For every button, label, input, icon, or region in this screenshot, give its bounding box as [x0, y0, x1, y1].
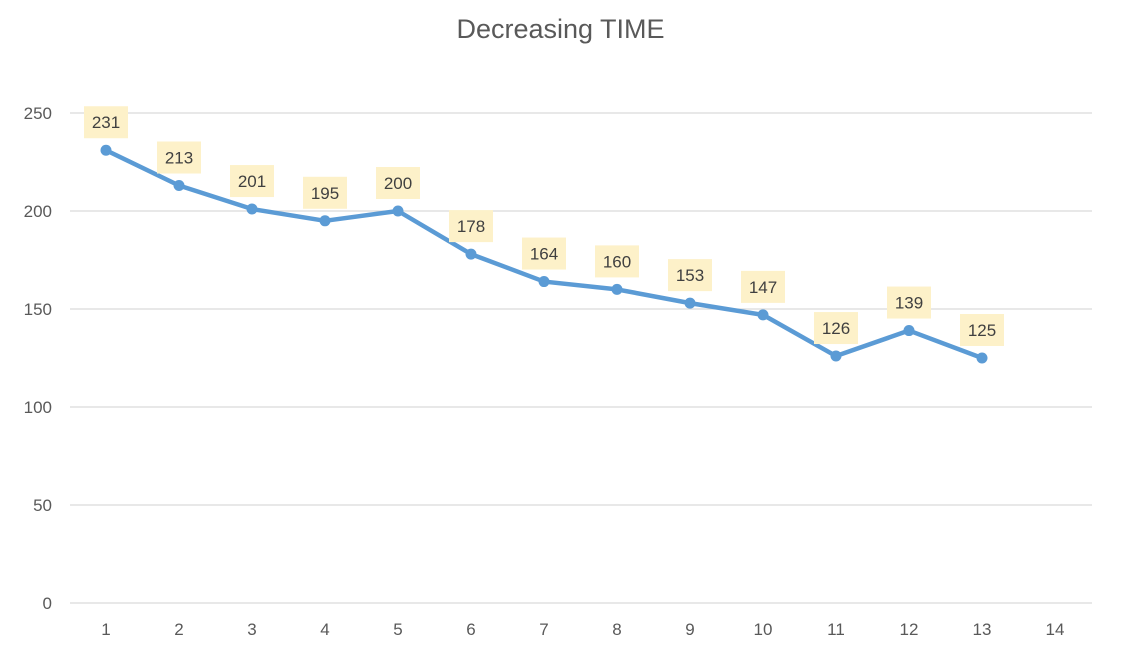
- y-tick-label: 50: [33, 496, 52, 515]
- data-label-box: [887, 286, 931, 319]
- data-point: [319, 215, 331, 227]
- data-label-box: [522, 237, 566, 270]
- data-point: [830, 350, 842, 362]
- data-point: [611, 283, 623, 295]
- data-label: 139: [895, 294, 923, 313]
- data-point: [903, 325, 915, 337]
- x-tick-label: 14: [1046, 620, 1065, 639]
- data-label-box: [814, 312, 858, 345]
- data-label-box: [376, 167, 420, 199]
- x-tick-label: 6: [466, 620, 475, 639]
- y-tick-label: 250: [24, 104, 52, 123]
- data-point: [392, 205, 404, 217]
- x-tick-label: 8: [612, 620, 621, 639]
- y-tick-label: 150: [24, 300, 52, 319]
- data-label: 147: [749, 278, 777, 297]
- data-label: 195: [311, 184, 339, 203]
- data-point: [684, 297, 696, 309]
- data-point: [757, 309, 769, 321]
- data-labels: 231 213 201 195 200 178 164 160 153 147 126 139 125: [84, 106, 1004, 346]
- x-tick-label: 11: [827, 620, 845, 639]
- data-label-box: [84, 106, 128, 139]
- data-label: 160: [603, 252, 631, 271]
- data-label: 164: [530, 245, 558, 264]
- x-tick-label: 4: [320, 620, 329, 639]
- data-label-box: [668, 259, 712, 292]
- x-tick-label: 2: [174, 620, 183, 639]
- series-line: [100, 144, 988, 364]
- data-label: 213: [165, 149, 193, 168]
- data-point: [538, 276, 550, 288]
- data-point: [246, 203, 258, 215]
- x-tick-label: 7: [539, 620, 548, 639]
- x-tick-label: 10: [754, 620, 773, 639]
- data-label-box: [230, 165, 274, 198]
- data-label: 125: [968, 321, 996, 340]
- x-tick-label: 5: [393, 620, 402, 639]
- gridlines: [70, 112, 1092, 604]
- data-label-box: [303, 176, 347, 209]
- data-point: [100, 144, 112, 156]
- x-axis: 1 2 3 4 5 6 7 8 9 10 11 12 13 14: [101, 620, 1064, 639]
- y-axis: 0 50 100 150 200 250: [24, 104, 52, 613]
- data-label-box: [960, 314, 1004, 346]
- y-tick-label: 200: [24, 202, 52, 221]
- data-label-box: [449, 210, 493, 243]
- data-point: [976, 352, 988, 364]
- data-label-box: [595, 245, 639, 278]
- y-tick-label: 100: [24, 398, 52, 417]
- x-tick-label: 12: [900, 620, 919, 639]
- data-label: 126: [822, 319, 850, 338]
- x-tick-label: 13: [973, 620, 992, 639]
- y-tick-label: 0: [43, 594, 52, 613]
- data-point: [465, 248, 477, 260]
- x-tick-label: 1: [101, 620, 110, 639]
- data-label: 201: [238, 172, 266, 191]
- data-label: 231: [92, 113, 120, 132]
- data-point: [173, 180, 185, 192]
- data-label: 153: [676, 266, 704, 285]
- data-label-box: [741, 270, 785, 303]
- x-tick-label: 9: [685, 620, 694, 639]
- chart-title: Decreasing TIME: [456, 14, 665, 44]
- data-label-box: [157, 141, 201, 174]
- data-label: 200: [384, 174, 412, 193]
- data-label: 178: [457, 217, 485, 236]
- x-tick-label: 3: [247, 620, 256, 639]
